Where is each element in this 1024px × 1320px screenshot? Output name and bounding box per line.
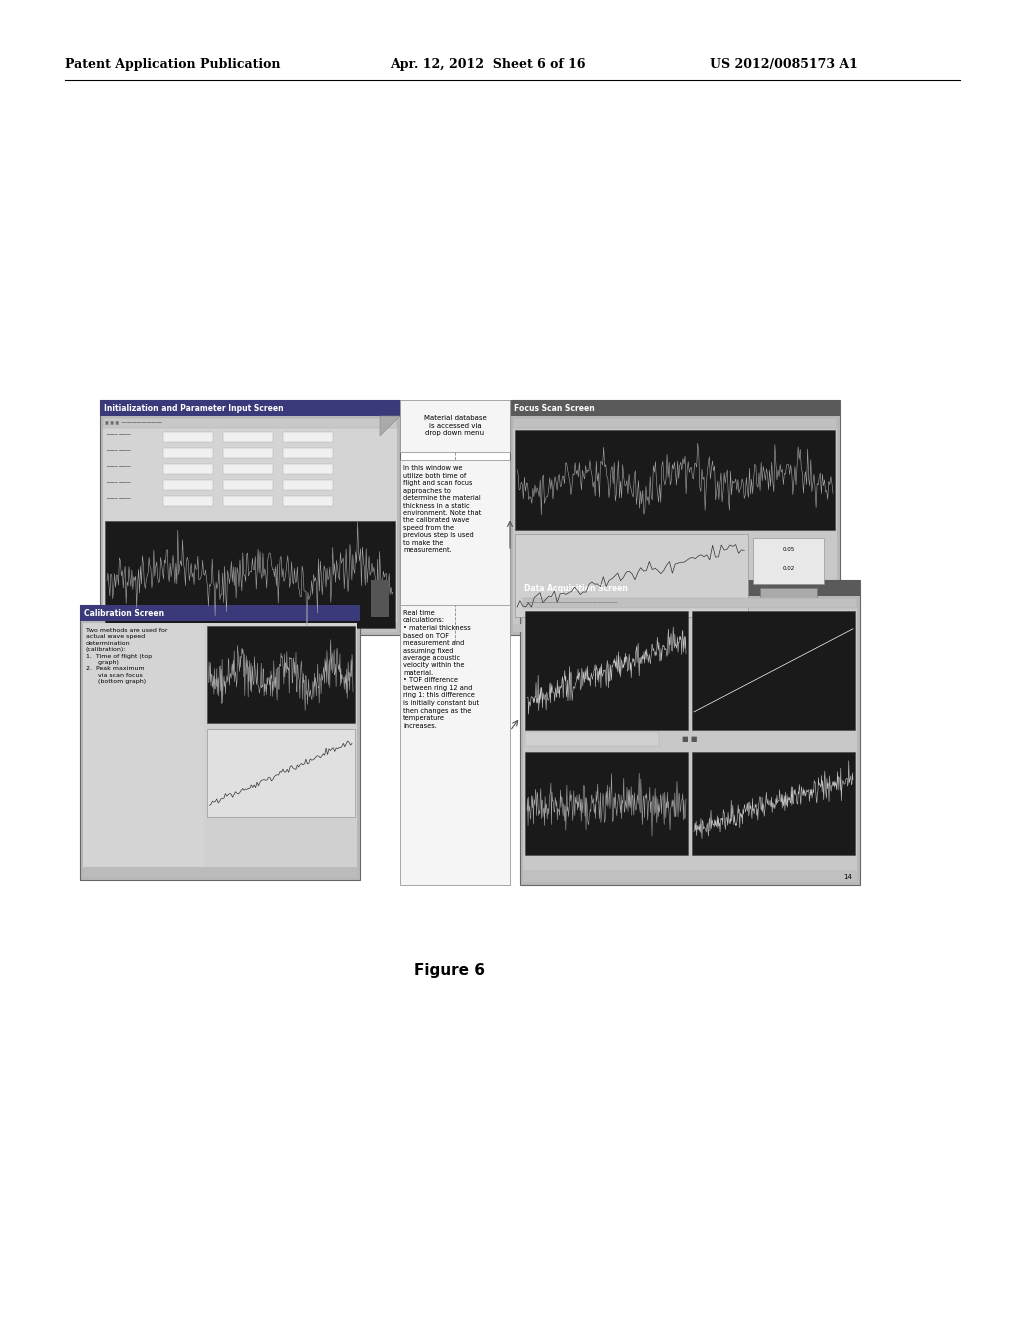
Bar — [692, 611, 855, 730]
Bar — [523, 870, 857, 882]
FancyArrowPatch shape — [512, 721, 518, 729]
Bar — [692, 751, 855, 855]
Bar — [223, 432, 273, 442]
Text: Figure 6: Figure 6 — [415, 964, 485, 978]
Bar — [513, 418, 837, 632]
Text: ▣ ▣ ▣  ────────────────: ▣ ▣ ▣ ──────────────── — [105, 421, 162, 425]
Bar — [523, 598, 857, 882]
Bar — [163, 496, 213, 506]
Bar — [103, 418, 397, 428]
Bar — [525, 611, 688, 730]
Bar — [163, 465, 213, 474]
Bar — [207, 626, 355, 722]
Bar — [520, 579, 860, 597]
Bar — [163, 447, 213, 458]
Text: 14: 14 — [843, 874, 852, 880]
Bar — [515, 533, 749, 616]
Text: ──── ────: ──── ──── — [106, 465, 130, 470]
Bar — [283, 432, 333, 442]
Polygon shape — [380, 416, 400, 436]
Bar — [163, 480, 213, 490]
Bar — [400, 605, 510, 884]
Bar — [283, 447, 333, 458]
Bar — [510, 400, 840, 416]
Bar — [400, 459, 510, 642]
Bar — [283, 465, 333, 474]
Bar — [83, 623, 204, 876]
Bar — [513, 624, 837, 632]
Text: 0.05: 0.05 — [782, 548, 795, 553]
Text: Real time
calculations:
• material thickness
based on TOF
measurement and
assumi: Real time calculations: • material thick… — [403, 610, 479, 729]
Bar — [753, 537, 824, 583]
Text: ■ ■: ■ ■ — [682, 735, 697, 742]
Text: Material database
is accessed via
drop down menu: Material database is accessed via drop d… — [424, 416, 486, 437]
Bar — [105, 520, 395, 628]
Bar — [223, 465, 273, 474]
Bar — [510, 400, 840, 635]
Bar — [283, 496, 333, 506]
Text: Two methods are used for
actual wave speed
determination
(calibration):
1.  Time: Two methods are used for actual wave spe… — [86, 628, 168, 684]
Text: ──── ────: ──── ──── — [106, 480, 130, 486]
Bar — [83, 623, 357, 876]
Bar — [525, 731, 658, 746]
Text: 0.02: 0.02 — [782, 566, 795, 570]
Text: Apr. 12, 2012  Sheet 6 of 16: Apr. 12, 2012 Sheet 6 of 16 — [390, 58, 586, 71]
Bar — [163, 432, 213, 442]
Bar — [513, 418, 837, 428]
Bar — [515, 430, 835, 529]
Bar — [103, 622, 397, 632]
Text: ──── ────: ──── ──── — [106, 449, 130, 454]
Bar — [100, 400, 400, 416]
Text: ─────────────────────────────────────: ───────────────────────────────────── — [525, 601, 617, 605]
Text: Initialization and Parameter Input Screen: Initialization and Parameter Input Scree… — [104, 404, 284, 413]
Text: Patent Application Publication: Patent Application Publication — [65, 58, 281, 71]
Bar — [223, 480, 273, 490]
Bar — [207, 729, 355, 817]
Bar — [525, 751, 688, 855]
Text: Data Acquisition Screen: Data Acquisition Screen — [524, 585, 628, 593]
Text: Calibration Screen: Calibration Screen — [84, 610, 164, 618]
Bar — [523, 598, 857, 609]
Bar — [223, 447, 273, 458]
Bar — [83, 867, 357, 876]
Text: ──── ────: ──── ──── — [106, 496, 130, 502]
Bar — [400, 400, 510, 451]
FancyArrowPatch shape — [508, 521, 512, 548]
Bar — [103, 418, 397, 632]
Bar — [520, 579, 860, 884]
Bar — [80, 605, 360, 620]
Bar — [100, 400, 400, 635]
Text: Focus Scan Screen: Focus Scan Screen — [514, 404, 595, 413]
Bar — [760, 587, 817, 605]
Bar — [283, 480, 333, 490]
Bar — [371, 579, 389, 616]
Text: ──── ────: ──── ──── — [106, 433, 130, 437]
Text: In this window we
utilize both time of
flight and scan focus
approaches to
deter: In this window we utilize both time of f… — [403, 465, 481, 553]
Text: US 2012/0085173 A1: US 2012/0085173 A1 — [710, 58, 858, 71]
Bar — [223, 496, 273, 506]
Bar — [80, 605, 360, 880]
